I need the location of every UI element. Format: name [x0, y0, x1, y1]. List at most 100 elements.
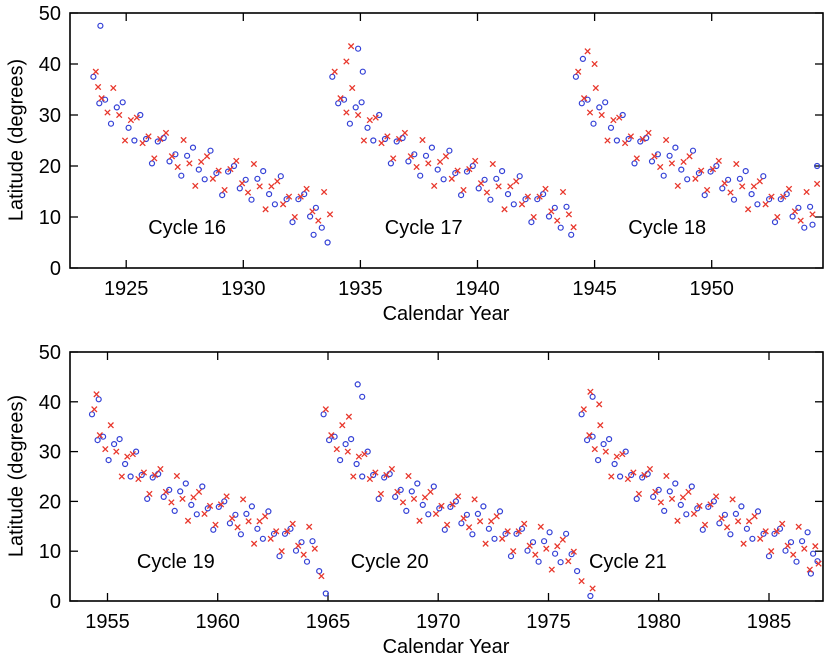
- data-point-circle: [801, 224, 808, 231]
- data-point-circle: [480, 503, 487, 510]
- data-point-circle: [677, 501, 684, 508]
- data-point-cross: [443, 521, 451, 528]
- data-point-cross: [228, 515, 236, 522]
- data-point-cross: [621, 139, 629, 147]
- data-point-cross: [598, 111, 605, 119]
- data-point-circle: [475, 185, 482, 192]
- data-point-cross: [289, 520, 296, 527]
- data-point-cross: [157, 135, 164, 143]
- data-point-circle: [148, 160, 156, 167]
- data-point-circle: [458, 192, 465, 199]
- data-point-circle: [310, 231, 317, 238]
- scatter-series-circles: [88, 381, 821, 600]
- data-point-circle: [568, 551, 575, 558]
- data-point-circle: [590, 120, 597, 127]
- data-point-cross: [608, 473, 615, 480]
- data-point-circle: [578, 411, 585, 418]
- data-point-cross: [589, 585, 596, 592]
- data-point-circle: [430, 483, 437, 490]
- data-point-cross: [162, 488, 170, 496]
- data-point-cross: [709, 165, 717, 173]
- data-point-cross: [372, 114, 379, 121]
- data-point-circle: [589, 393, 596, 400]
- data-point-circle: [254, 175, 261, 182]
- x-axis-label-top: Calendar Year: [382, 303, 510, 325]
- data-point-circle: [793, 558, 800, 565]
- data-point-circle: [184, 152, 191, 159]
- data-point-cross: [803, 188, 810, 196]
- data-point-circle: [397, 486, 404, 493]
- data-point-cross: [477, 180, 485, 187]
- data-point-circle: [260, 168, 267, 175]
- data-point-circle: [298, 539, 305, 546]
- data-point-cross: [328, 432, 335, 439]
- data-point-circle: [125, 124, 132, 131]
- data-point-circle: [504, 191, 512, 198]
- data-point-circle: [283, 196, 290, 203]
- data-point-circle: [348, 436, 355, 443]
- data-point-cross: [309, 208, 316, 215]
- data-point-cross: [162, 129, 170, 137]
- data-point-cross: [203, 153, 211, 160]
- data-point-cross: [427, 488, 434, 496]
- data-point-circle: [579, 55, 587, 63]
- data-point-cross: [651, 153, 658, 160]
- data-point-cross: [121, 137, 129, 144]
- x-tick-label: 1940: [455, 278, 500, 300]
- data-point-cross: [239, 496, 247, 503]
- data-point-cross: [419, 136, 426, 144]
- x-axis-label-bottom: Calendar Year: [382, 636, 510, 658]
- data-point-cross: [578, 577, 585, 585]
- data-point-circle: [236, 185, 243, 192]
- data-point-cross: [592, 84, 599, 92]
- data-point-cross: [779, 520, 786, 527]
- data-point-cross: [476, 518, 484, 525]
- data-point-circle: [271, 201, 278, 208]
- data-point-cross: [543, 545, 550, 552]
- data-point-circle: [463, 168, 471, 175]
- data-point-cross: [791, 208, 799, 215]
- data-point-circle: [411, 151, 418, 158]
- y-tick-label: 50: [39, 342, 61, 364]
- data-point-cross: [613, 453, 620, 460]
- data-point-cross: [679, 494, 687, 501]
- data-point-circle: [237, 531, 244, 538]
- data-point-cross: [448, 175, 455, 182]
- data-point-cross: [127, 116, 135, 124]
- data-point-circle: [188, 501, 195, 508]
- data-point-cross: [635, 490, 643, 498]
- data-point-circle: [633, 495, 640, 502]
- data-point-cross: [129, 450, 136, 458]
- data-point-circle: [359, 473, 366, 480]
- data-point-cross: [245, 518, 252, 525]
- data-point-cross: [596, 401, 603, 408]
- x-tick-label: 1985: [747, 611, 792, 633]
- data-point-circle: [607, 124, 615, 131]
- data-point-cross: [674, 182, 681, 190]
- data-point-cross: [570, 548, 577, 555]
- data-point-circle: [381, 474, 388, 481]
- cycle-annotation: Cycle 17: [385, 217, 463, 239]
- data-point-cross: [96, 432, 103, 439]
- data-point-circle: [392, 493, 399, 500]
- data-point-cross: [559, 536, 566, 543]
- data-point-circle: [355, 45, 362, 52]
- data-point-cross: [513, 178, 520, 185]
- data-point-cross: [390, 155, 397, 162]
- data-point-circle: [814, 558, 821, 565]
- data-point-circle: [655, 486, 662, 493]
- data-point-cross: [750, 183, 758, 190]
- data-point-cross: [285, 193, 293, 200]
- data-point-circle: [408, 488, 415, 495]
- data-point-circle: [182, 480, 189, 487]
- data-point-circle: [528, 219, 535, 226]
- cycle-annotation: Cycle 19: [137, 551, 215, 573]
- y-tick-label: 20: [39, 491, 61, 513]
- data-point-circle: [771, 530, 778, 537]
- scatter-series-circles: [90, 22, 821, 246]
- y-tick-label: 20: [39, 156, 61, 178]
- data-point-circle: [375, 495, 382, 502]
- data-point-circle: [572, 73, 580, 80]
- data-point-circle: [436, 505, 443, 512]
- data-point-circle: [248, 503, 255, 510]
